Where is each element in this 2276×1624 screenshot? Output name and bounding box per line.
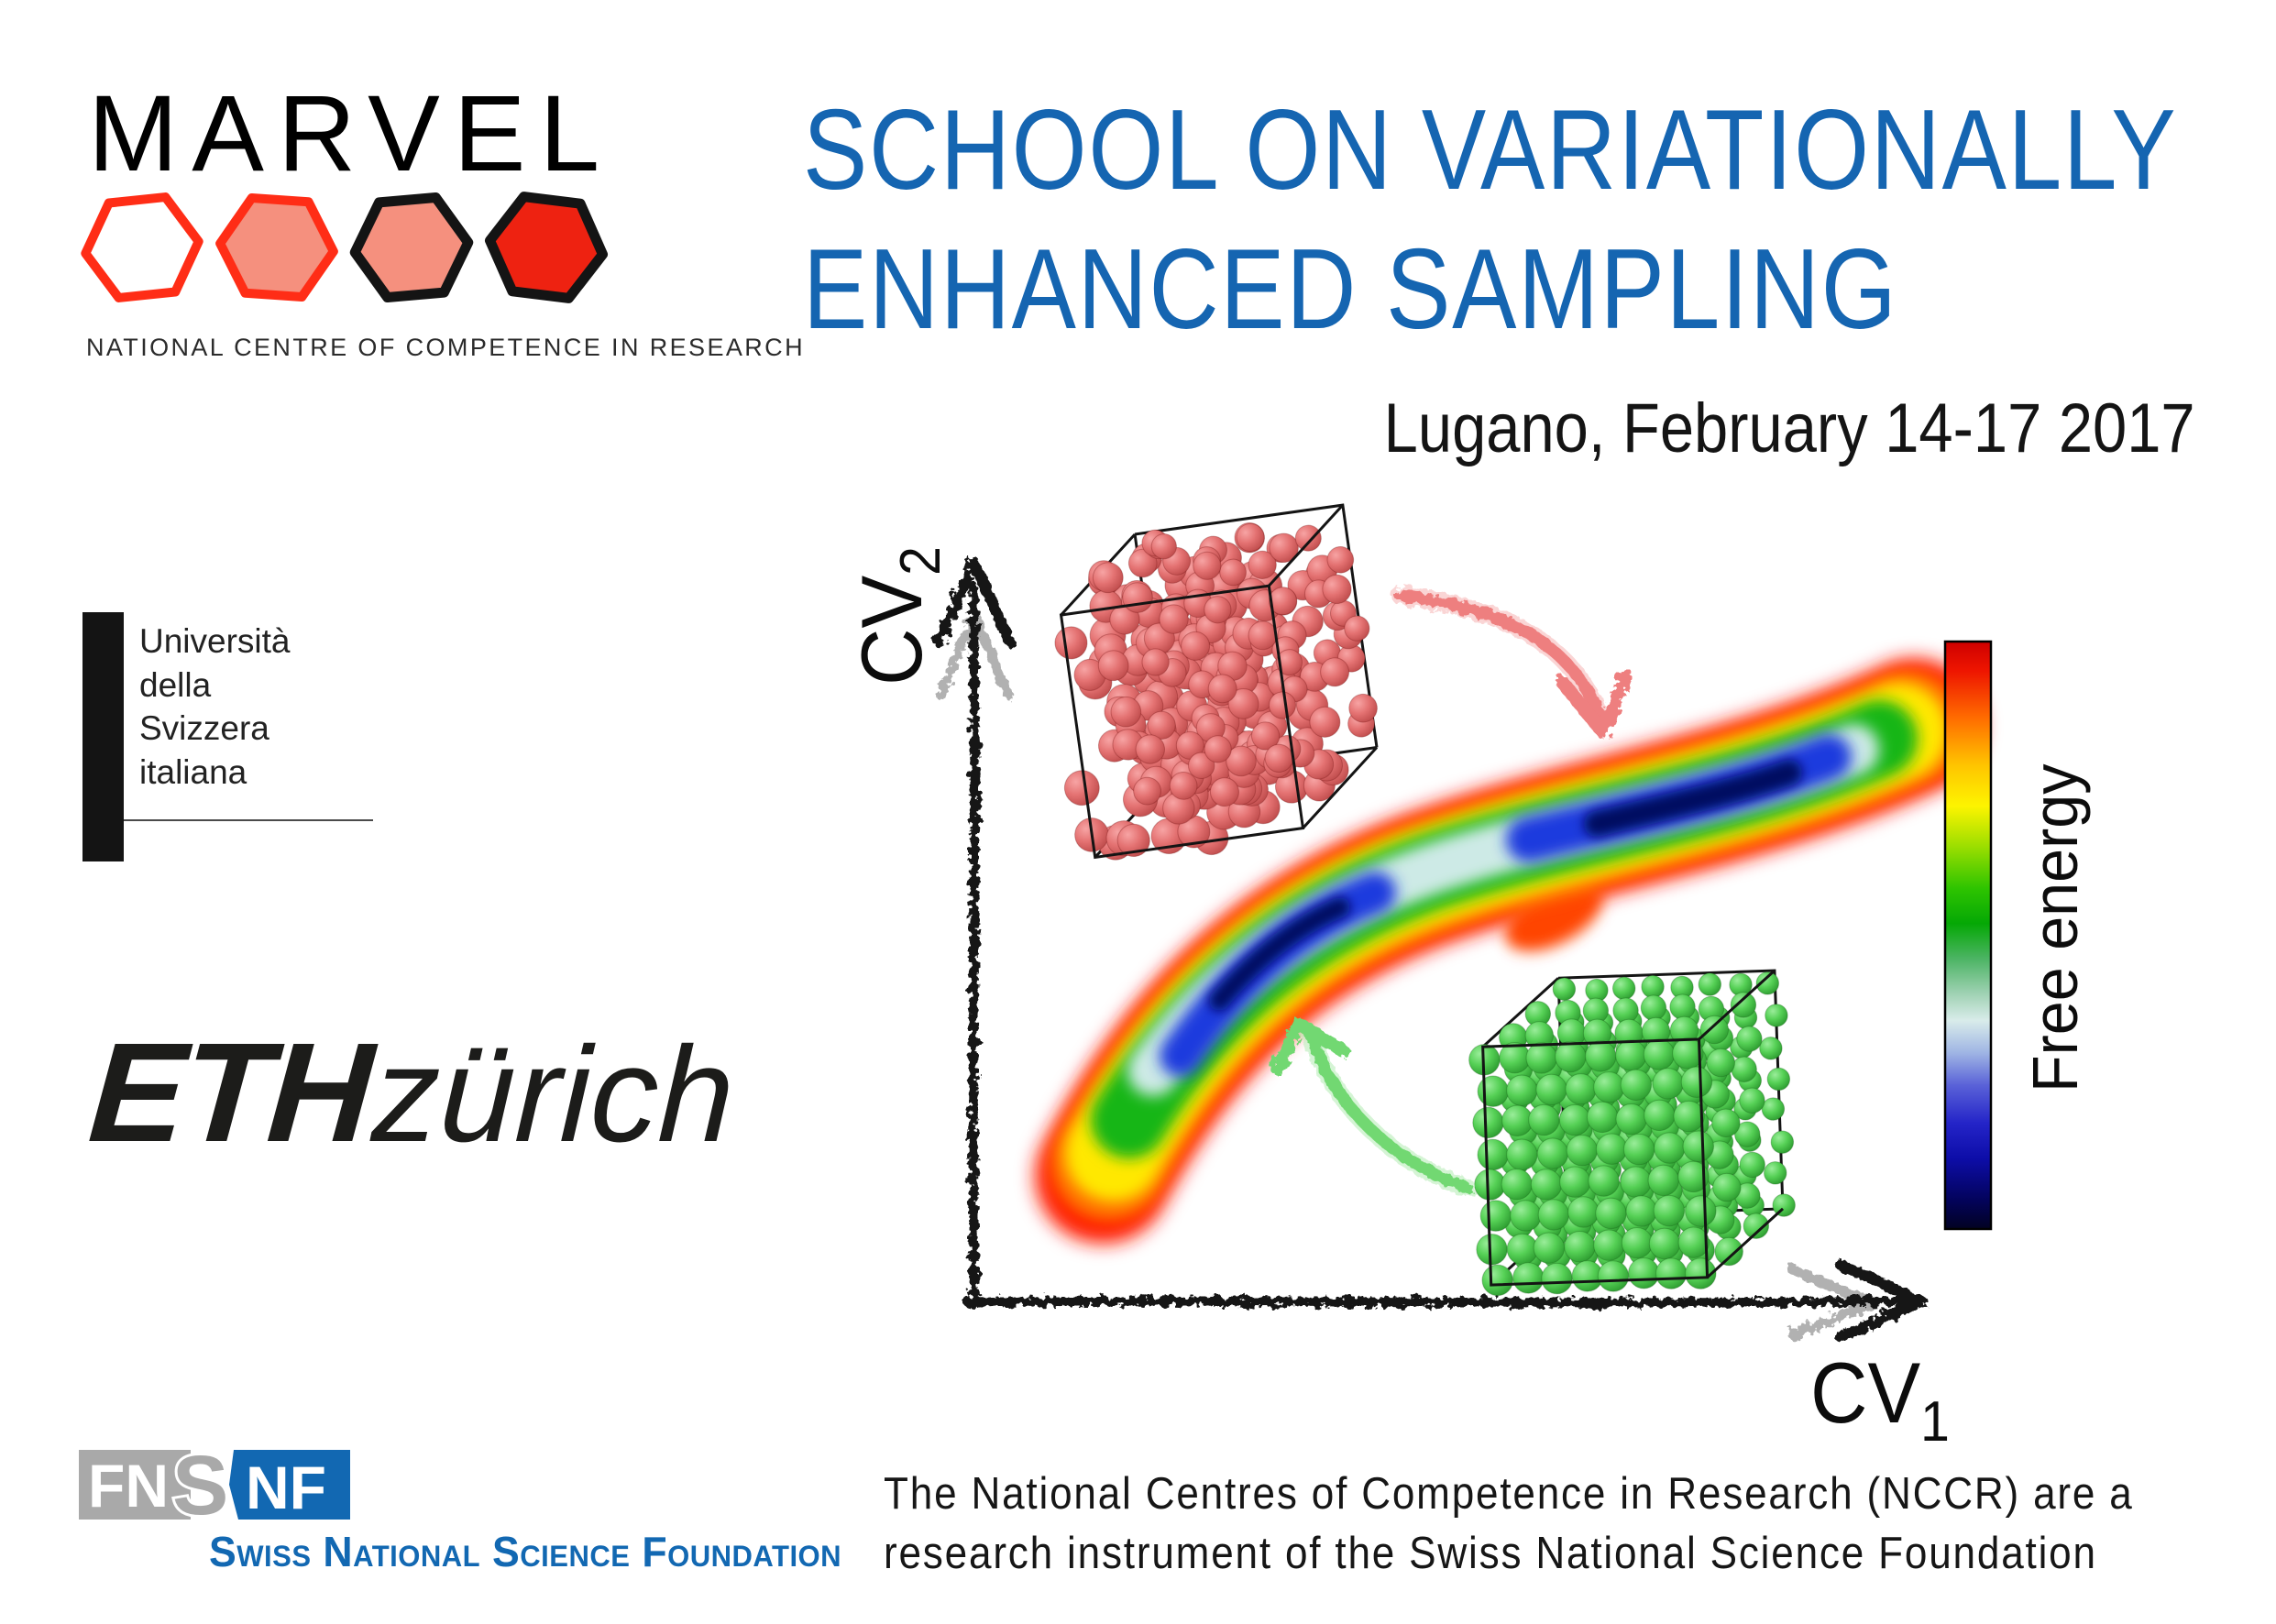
- x-axis-label: CV1: [1810, 1345, 1950, 1454]
- title-line2: ENHANCED SAMPLING: [803, 226, 1898, 353]
- usi-line2: della: [139, 665, 212, 704]
- y-axis-line: [968, 582, 980, 1310]
- green-ordered-particles-cube-icon: [1468, 969, 1796, 1297]
- free-energy-colorbar: [1943, 640, 1993, 1231]
- snsf-nf-text: NF: [246, 1454, 326, 1521]
- nccr-note-line2: research instrument of the Swiss Nationa…: [884, 1529, 2097, 1578]
- event-location-date: Lugano, February 14-17 2017: [1384, 390, 2195, 467]
- snsf-blue-box: [229, 1450, 350, 1520]
- snsf-fn-text: FN: [88, 1452, 169, 1520]
- nccr-note: The National Centres of Competence in Re…: [884, 1465, 2272, 1584]
- green-cube-front-edges: [1481, 969, 1785, 1287]
- nccr-note-line1: The National Centres of Competence in Re…: [884, 1469, 2134, 1519]
- red-disordered-particles-cube-icon: [1054, 503, 1379, 861]
- green-curved-arrow-icon: [1270, 1017, 1476, 1197]
- snsf-logo: FN S NF: [79, 1444, 350, 1535]
- title-line1: SCHOOL ON VARIATIONALLY: [803, 87, 2178, 214]
- surface-red-bulge: [1504, 882, 1603, 951]
- y-axis-arrowhead-icon: [933, 557, 1016, 647]
- usi-logo-bar: [82, 612, 124, 861]
- x-axis-arrowhead-icon: [1835, 1259, 1928, 1343]
- usi-line4: italiana: [139, 752, 247, 791]
- colorbar-label: Free energy: [2019, 763, 2091, 1092]
- hexagon-salmon-red-icon: [215, 192, 338, 302]
- x-axis-line: [963, 1296, 1922, 1308]
- marvel-hexagons: [81, 192, 609, 303]
- red-cube-front-edges: [1059, 504, 1379, 860]
- figure-axes: [933, 557, 1928, 1343]
- hexagon-outline-red-icon: [81, 192, 203, 302]
- usi-logo-rule: [124, 819, 373, 821]
- hexagon-salmon-black-icon: [349, 192, 474, 303]
- surface-navy-core-upper: [1584, 760, 1802, 837]
- free-energy-surface: [1035, 658, 1982, 1244]
- snsf-gray-box: [79, 1450, 191, 1520]
- usi-line1: Università: [139, 622, 291, 660]
- marvel-wordmark: MARVEL: [88, 73, 614, 194]
- usi-logo-text: Università della Svizzera italiana: [139, 620, 291, 794]
- usi-line3: Svizzera: [139, 709, 269, 747]
- snsf-caption: Swiss National Science Foundation: [209, 1528, 842, 1575]
- surface-navy-core-lower: [1209, 897, 1350, 1011]
- snsf-shared-s: S: [172, 1444, 228, 1532]
- marvel-caption: NATIONAL CENTRE OF COMPETENCE IN RESEARC…: [86, 334, 805, 361]
- green-particles: [1468, 971, 1796, 1297]
- page-title: SCHOOL ON VARIATIONALLY ENHANCED SAMPLIN…: [803, 81, 2276, 359]
- hexagon-red-black-icon: [484, 192, 609, 303]
- red-particles: [1054, 521, 1378, 861]
- y-axis-label: CV2: [844, 546, 952, 686]
- red-curved-arrow-icon: [1391, 587, 1633, 740]
